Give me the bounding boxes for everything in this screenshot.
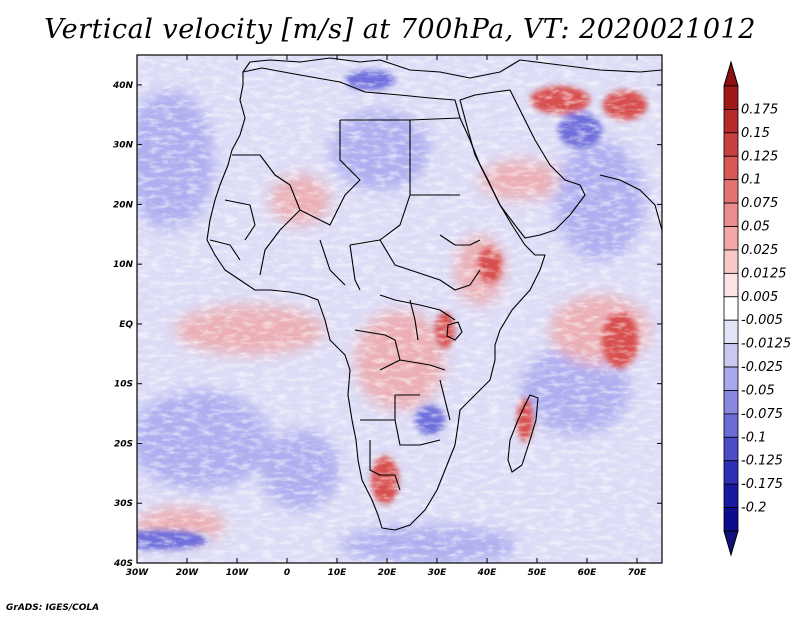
field-texture	[137, 55, 662, 563]
colorbar-label: 0.125	[741, 149, 778, 164]
longitude-axis: 30W 20W 10W 0 10E 20E 30E 40E 50E 60E 70E	[126, 55, 647, 578]
colorbar-swatch	[723, 319, 739, 345]
lon-tick-label: 10W	[226, 568, 250, 578]
colorbar-label: 0.025	[741, 243, 778, 258]
grads-credit: GrADS: IGES/COLA	[6, 603, 100, 613]
lat-tick-label: 30S	[114, 499, 133, 509]
colorbar-swatch	[723, 272, 739, 298]
colorbar-label: -0.175	[741, 477, 783, 492]
colorbar-top-arrow	[723, 60, 739, 87]
colorbar-swatch	[723, 226, 739, 251]
colorbar-swatch	[723, 343, 739, 368]
colorbar-label: -0.025	[741, 360, 783, 375]
colorbar-label: 0.005	[741, 290, 778, 305]
lat-tick-label: 20S	[114, 439, 133, 449]
colorbar-swatch	[723, 507, 739, 532]
colorbar-label: 0.075	[741, 196, 778, 211]
colorbar-label: 0.175	[741, 102, 778, 117]
colorbar-label: -0.0125	[741, 337, 791, 352]
colorbar-swatch	[723, 436, 739, 462]
lat-tick-label: 40N	[112, 81, 134, 91]
colorbar-label: 0.05	[741, 220, 770, 235]
map-frame	[136, 54, 663, 564]
lon-tick-label: 20W	[176, 568, 200, 578]
colorbar-swatch	[723, 155, 739, 181]
colorbar-swatch	[723, 132, 739, 157]
colorbar-swatch	[723, 460, 739, 485]
colorbar-swatch	[723, 109, 739, 134]
colorbar-label: 0.0125	[741, 266, 787, 281]
europe-coastline	[242, 57, 521, 79]
lat-tick-label: 10S	[114, 380, 133, 390]
latitude-axis: 40N 30N 20N 10N EQ 10S 20S 30S 40S	[112, 81, 662, 569]
colorbar: 0.175 0.15 0.125 0.1 0.075 0.05 0.025 0.0125 0.0…	[723, 60, 791, 557]
lon-tick-label: 70E	[628, 568, 648, 578]
lat-tick-label: 30N	[113, 141, 134, 151]
colorbar-swatch	[723, 413, 739, 438]
colorbar-swatch	[723, 296, 739, 321]
madagascar	[507, 394, 539, 473]
arabia-coastline	[459, 89, 586, 239]
colorbar-label: -0.005	[741, 313, 783, 328]
colorbar-swatch	[723, 366, 739, 391]
colorbar-swatch	[723, 249, 739, 274]
colorbar-swatch	[723, 483, 739, 508]
lake-victoria	[446, 321, 463, 341]
lon-tick-label: 30E	[428, 568, 448, 578]
asia-coastline	[519, 59, 662, 231]
lat-tick-label: 20N	[113, 200, 134, 210]
chart-title: Vertical velocity [m/s] at 700hPa, VT: 2…	[44, 14, 756, 45]
colorbar-label: -0.1	[741, 430, 766, 445]
colorbar-label: 0.15	[741, 126, 770, 141]
colorbar-label: -0.075	[741, 407, 783, 422]
lon-tick-label: 10E	[328, 568, 348, 578]
colorbar-label: -0.125	[741, 454, 783, 469]
lon-tick-label: 40E	[477, 568, 498, 578]
colorbar-label: -0.2	[741, 501, 766, 516]
lon-tick-label: 30W	[126, 568, 150, 578]
lat-tick-label: 10N	[113, 260, 134, 270]
colorbar-swatch	[723, 202, 739, 227]
lon-tick-label: 20E	[378, 568, 398, 578]
colorbar-label: 0.1	[741, 173, 762, 188]
country-borders	[209, 117, 481, 491]
colorbar-label: -0.05	[741, 383, 775, 398]
lon-tick-label: 50E	[528, 568, 548, 578]
lat-tick-label: 40S	[113, 559, 133, 569]
colorbar-swatch	[723, 85, 739, 110]
colorbar-swatch	[723, 179, 739, 204]
lon-tick-label: 0	[284, 568, 290, 578]
colorbar-bottom-arrow	[723, 530, 739, 557]
lat-tick-label: EQ	[119, 320, 133, 330]
colorbar-swatch	[723, 390, 739, 415]
lon-tick-label: 60E	[578, 568, 598, 578]
